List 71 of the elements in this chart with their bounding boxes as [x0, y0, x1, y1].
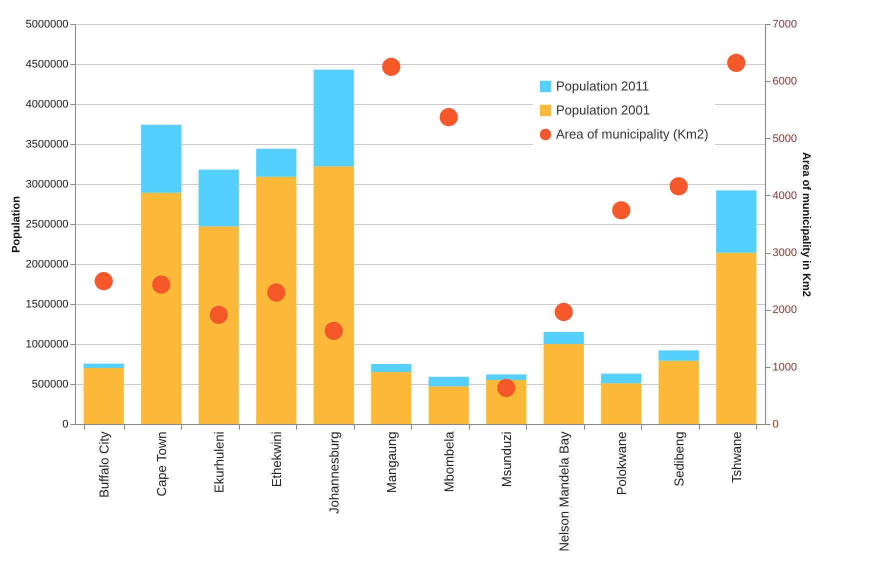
bar: [84, 368, 124, 424]
x-tick-label: Polokwane: [614, 432, 629, 496]
y2-tick-label: 6000: [772, 76, 797, 88]
y2-tick-label: 7000: [772, 18, 797, 30]
bar: [198, 170, 239, 226]
point: [670, 177, 688, 196]
bar: [601, 374, 642, 384]
legend-label: Population 2001: [556, 102, 650, 118]
y-axis-title: Population: [10, 196, 23, 253]
x-tick-label: Mangaung: [384, 432, 399, 493]
bar: [371, 364, 412, 372]
point: [497, 378, 516, 398]
point: [94, 272, 113, 290]
y-tick-label: 500000: [32, 378, 68, 390]
point: [152, 276, 170, 294]
y2-tick-label: 4000: [772, 190, 797, 202]
bar: [486, 374, 526, 380]
bar: [314, 70, 354, 166]
y-tick-label: 2000000: [26, 258, 68, 270]
bar: [141, 124, 182, 193]
point: [324, 322, 343, 340]
bar: [544, 332, 584, 344]
bar: [716, 252, 756, 424]
bar: [428, 386, 469, 424]
y-tick-label: 1000000: [26, 338, 68, 350]
bar: [544, 344, 584, 424]
y2-tick-label: 1000: [772, 361, 797, 374]
x-tick-label: Msunduzi: [498, 431, 514, 488]
y-tick-label: 4500000: [26, 58, 68, 70]
x-tick-label: Nelson Mandela Bay: [556, 431, 572, 552]
legend-label: Population 2011: [556, 78, 650, 94]
x-tick-label: Ethekwini: [268, 431, 284, 488]
y-tick-label: 4000000: [26, 98, 68, 110]
bar: [371, 372, 412, 424]
y-tick-label: 2500000: [26, 218, 68, 230]
point: [612, 201, 630, 220]
point: [727, 54, 746, 72]
bar: [716, 190, 756, 253]
x-tick-label: Johannesburg: [326, 432, 342, 514]
bar: [141, 192, 182, 424]
x-tick-label: Buffalo City: [96, 431, 112, 498]
y2-tick-label: 5000: [772, 132, 797, 145]
y-tick-label: 3500000: [26, 138, 68, 150]
x-tick-label: Ekurhuleni: [211, 431, 226, 493]
bar: [658, 360, 699, 424]
y2-tick-label: 0: [772, 418, 779, 430]
bar: [314, 166, 354, 424]
x-tick-label: Mbombela: [441, 430, 456, 492]
point: [210, 306, 228, 324]
legend-label: Area of municipality (Km2): [556, 126, 708, 142]
bar: [84, 364, 124, 368]
bar: [428, 376, 469, 386]
bar: [658, 350, 699, 361]
y-tick-label: 1500000: [26, 298, 68, 310]
x-tick-label: Cape Town: [154, 432, 169, 496]
bar: [601, 383, 642, 424]
point: [440, 108, 458, 126]
point: [554, 302, 573, 322]
y2-tick-label: 2000: [772, 304, 797, 316]
bar: [256, 148, 296, 177]
y-tick-label: 5000000: [26, 18, 68, 30]
y2-axis-title: Area of municipality in Km2: [800, 152, 812, 297]
y-tick-label: 0: [62, 418, 68, 430]
y2-tick-label: 3000: [772, 247, 797, 260]
x-tick-label: Tshwane: [728, 432, 744, 483]
x-tick-label: Sedibeng: [671, 432, 686, 486]
bar: [198, 226, 239, 424]
y-tick-label: 3000000: [26, 178, 68, 190]
point: [382, 58, 400, 76]
bar: [256, 176, 296, 424]
point: [267, 284, 286, 302]
